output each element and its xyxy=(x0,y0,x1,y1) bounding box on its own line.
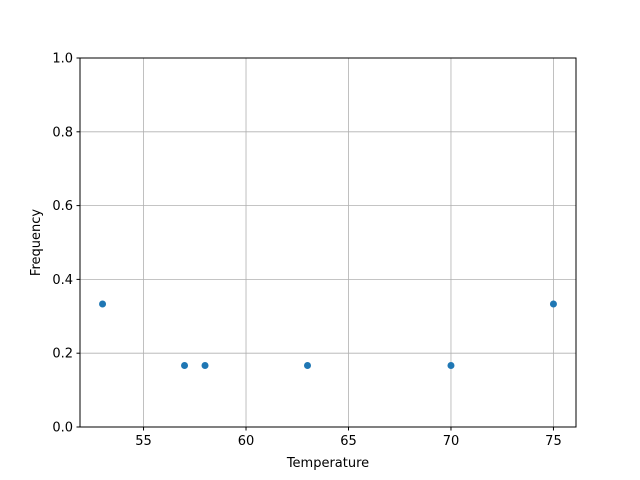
data-points xyxy=(99,300,557,369)
y-tick-label: 0.2 xyxy=(52,347,73,362)
axes-frame xyxy=(79,57,577,428)
y-tick-label: 1.0 xyxy=(52,52,73,67)
data-point xyxy=(181,361,189,369)
data-point xyxy=(549,300,557,308)
x-tick-label: 55 xyxy=(135,434,152,449)
y-tick-label: 0.0 xyxy=(52,421,73,436)
data-point xyxy=(201,361,209,369)
data-point xyxy=(304,361,312,369)
ticks: 55 60 65 70 75 0.0 0.2 0.4 0.6 0.8 1.0 xyxy=(52,52,561,450)
x-axis-label: Temperature xyxy=(286,456,369,471)
data-point xyxy=(447,361,455,369)
x-tick-label: 70 xyxy=(443,434,460,449)
grid xyxy=(80,57,576,428)
y-tick-label: 0.6 xyxy=(52,199,73,214)
x-tick-label: 65 xyxy=(340,434,357,449)
y-tick-label: 0.4 xyxy=(52,273,73,288)
x-tick-label: 60 xyxy=(238,434,255,449)
y-tick-label: 0.8 xyxy=(52,125,73,140)
x-tick-label: 75 xyxy=(545,434,562,449)
y-axis-label: Frequency xyxy=(29,209,44,276)
data-point xyxy=(99,300,107,308)
